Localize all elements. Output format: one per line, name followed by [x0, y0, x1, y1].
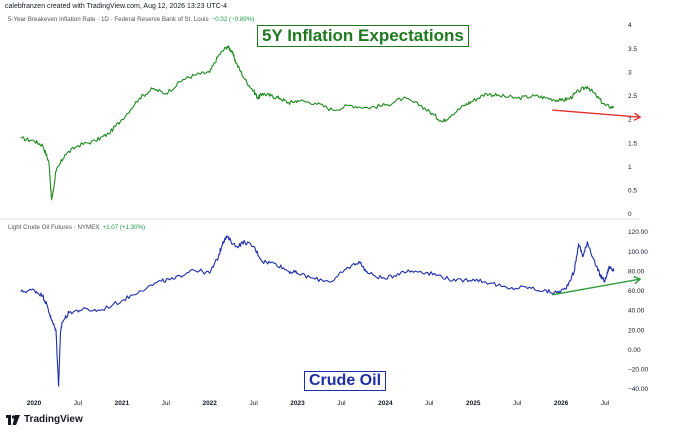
oil-legend-change: +1.07 (+1.30%): [102, 224, 146, 231]
time-axis: 2020 Jul 2021 Jul 2022 Jul 2023 Jul 2024 Jul 2025 J…: [27, 400, 610, 407]
y-tick-label: 1.5: [628, 140, 637, 147]
y-tick-label: 60.00: [628, 288, 645, 295]
x-tick-label: Jul: [601, 400, 610, 407]
inflation-legend: 5-Year Breakeven Inflation Rate · 1D · F…: [8, 16, 254, 23]
y-tick-label: 80.00: [628, 268, 645, 275]
oil-chart-title: Crude Oil: [304, 371, 387, 392]
y-tick-label: −20.00: [628, 367, 648, 374]
y-tick-label: 3: [628, 69, 632, 76]
x-tick-label: 2026: [554, 400, 569, 407]
x-tick-label: 2022: [202, 400, 217, 407]
y-tick-label: 4: [628, 22, 632, 29]
y-tick-label: 0.5: [628, 188, 637, 195]
y-tick-label: 1: [628, 164, 632, 171]
x-tick-label: 2023: [290, 400, 305, 407]
annotation-layer: [552, 109, 642, 296]
y-tick-label: 0.00: [628, 347, 641, 354]
uptrend-arrow: [552, 275, 642, 296]
x-tick-label: Jul: [74, 400, 83, 407]
x-tick-label: 2021: [115, 400, 130, 407]
chart-credit: calebfranzen created with TradingView.co…: [5, 3, 228, 10]
oil-series-line: [20, 235, 615, 387]
tradingview-logo-icon: [6, 414, 20, 425]
series-layer: [20, 45, 615, 387]
y-tick-label: 0: [628, 211, 632, 218]
x-tick-label: Jul: [513, 400, 522, 407]
oil-legend-symbol: Light Crude Oil Futures · NYMEX: [8, 224, 100, 231]
inflation-series-line: [20, 45, 615, 201]
x-tick-label: 2020: [27, 400, 42, 407]
x-tick-label: Jul: [425, 400, 434, 407]
y-tick-label: 2.5: [628, 93, 637, 100]
y-tick-label: −40.00: [628, 386, 648, 393]
oil-legend: Light Crude Oil Futures · NYMEX +1.07 (+1…: [8, 224, 145, 231]
tradingview-logo[interactable]: TradingView: [6, 414, 83, 425]
y-tick-label: 3.5: [628, 46, 637, 53]
tradingview-logo-text: TradingView: [24, 414, 83, 425]
x-tick-label: Jul: [337, 400, 346, 407]
inflation-legend-symbol: 5-Year Breakeven Inflation Rate · 1D · F…: [8, 16, 209, 23]
price-axis: 0 0.5 1 1.5 2 2.5 3 3.5 4 −40.00 −20.00 0.00 20.00 40…: [0, 22, 648, 393]
y-tick-label: 40.00: [628, 308, 645, 315]
downtrend-arrow: [552, 109, 642, 121]
inflation-chart-title: 5Y Inflation Expectations: [257, 25, 469, 47]
x-tick-label: Jul: [162, 400, 171, 407]
y-tick-label: 120.00: [628, 229, 648, 236]
y-tick-label: 2: [628, 117, 632, 124]
x-tick-label: 2025: [466, 400, 481, 407]
x-tick-label: Jul: [249, 400, 258, 407]
y-tick-label: 20.00: [628, 327, 645, 334]
inflation-legend-change: −0.02 (−0.89%): [211, 16, 255, 23]
y-tick-label: 100.00: [628, 249, 648, 256]
x-tick-label: 2024: [378, 400, 393, 407]
